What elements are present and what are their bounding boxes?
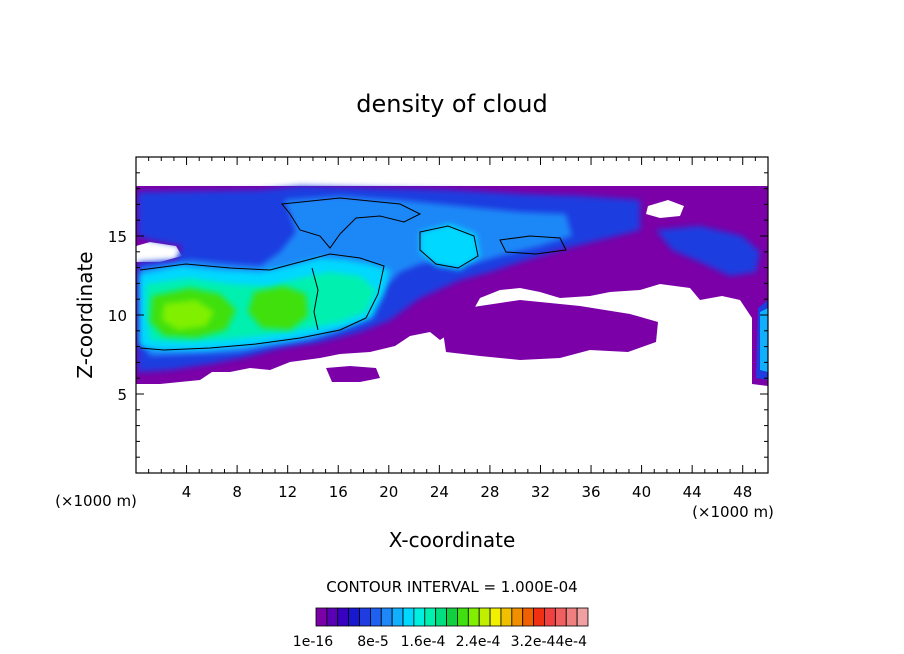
colorbar-swatch — [380, 607, 393, 627]
colorbar-label: 8e-5 — [357, 634, 388, 650]
colorbar-swatch — [511, 607, 524, 627]
colorbar-swatch — [446, 607, 458, 627]
colorbar-swatch — [402, 607, 415, 627]
colorbar-swatch — [478, 607, 491, 627]
colorbar-swatch — [337, 607, 350, 627]
colorbar-labels: 1e-16 8e-5 1.6e-4 2.4e-4 3.2e-4 4e-4 — [293, 634, 587, 650]
colorbar-swatch — [457, 607, 469, 627]
colorbar-swatch — [565, 607, 578, 627]
y-tick-label: 15 — [108, 228, 127, 246]
colorbar-swatch — [359, 607, 371, 627]
colorbar-swatch — [391, 607, 404, 627]
colorbar-swatch — [554, 607, 567, 627]
colorbar-label: 2.4e-4 — [456, 634, 501, 650]
clear-hole — [136, 242, 182, 262]
colorbar-swatch — [326, 607, 339, 627]
no-cloud-region — [136, 386, 768, 473]
cloud-blob-cyan-upper — [420, 224, 480, 270]
x-tick-labels: 4 8 12 16 20 24 28 32 36 40 44 48 — [182, 483, 752, 501]
colorbar-swatch — [489, 607, 502, 627]
clear-hole — [646, 200, 684, 218]
x-tick-label: 16 — [329, 483, 348, 501]
x-unit-label-right: (×1000 m) — [692, 503, 774, 521]
contour-line — [139, 253, 385, 351]
colorbar-swatch — [544, 607, 556, 627]
cloud-blob-darkblue-right — [656, 226, 760, 276]
cloud-core-lightgreen — [162, 300, 214, 330]
x-unit-label-left: (×1000 m) — [55, 492, 137, 510]
plot-frame — [135, 156, 769, 474]
x-tick-label: 12 — [278, 483, 297, 501]
x-tick-label: 8 — [232, 483, 242, 501]
contour-line — [419, 225, 479, 269]
x-tick-label: 32 — [531, 483, 550, 501]
x-tick-label: 40 — [632, 483, 651, 501]
colorbar-swatch — [500, 607, 513, 627]
cloud-layer-purple-lower — [440, 300, 658, 360]
density-field — [136, 157, 768, 473]
colorbar-swatch — [413, 607, 426, 627]
x-axis-label: X-coordinate — [389, 528, 516, 552]
x-tick-label: 36 — [581, 483, 600, 501]
colorbar-swatch — [533, 607, 545, 627]
x-tick-label: 4 — [182, 483, 192, 501]
colorbar-swatch — [467, 607, 480, 627]
colorbar-label: 3.2e-4 — [511, 634, 556, 650]
colorbar-swatch — [576, 607, 589, 627]
colorbar-swatch — [435, 607, 447, 627]
cloud-blob-purple-small — [326, 366, 380, 382]
colorbar — [315, 607, 589, 627]
y-axis-label: Z-coordinate — [73, 251, 97, 378]
y-tick-labels: 5 10 15 — [108, 228, 127, 404]
colorbar-swatch — [522, 607, 534, 627]
x-tick-label: 20 — [379, 483, 398, 501]
colorbar-swatch — [424, 607, 437, 627]
contour-line — [311, 267, 319, 331]
colorbar-label: 4e-4 — [556, 634, 588, 650]
y-tick-label: 10 — [108, 307, 127, 325]
contour-line — [499, 235, 567, 255]
chart-title: density of cloud — [356, 90, 547, 118]
colorbar-label: 1e-16 — [293, 634, 333, 650]
axis-ticks — [136, 157, 768, 473]
colorbar-swatch — [315, 607, 328, 627]
x-tick-label: 28 — [480, 483, 499, 501]
cloud-edge-blue-right — [760, 308, 768, 372]
cloud-core-green-mid — [248, 286, 308, 330]
colorbar-swatch — [348, 607, 360, 627]
x-tick-label: 24 — [430, 483, 449, 501]
colorbar-label: 1.6e-4 — [401, 634, 446, 650]
contour-line — [281, 197, 422, 249]
contour-interval-label: CONTOUR INTERVAL = 1.000E-04 — [326, 578, 577, 596]
y-tick-label: 5 — [117, 386, 127, 404]
x-tick-label: 48 — [733, 483, 752, 501]
x-tick-label: 44 — [683, 483, 702, 501]
colorbar-swatch — [369, 607, 382, 627]
